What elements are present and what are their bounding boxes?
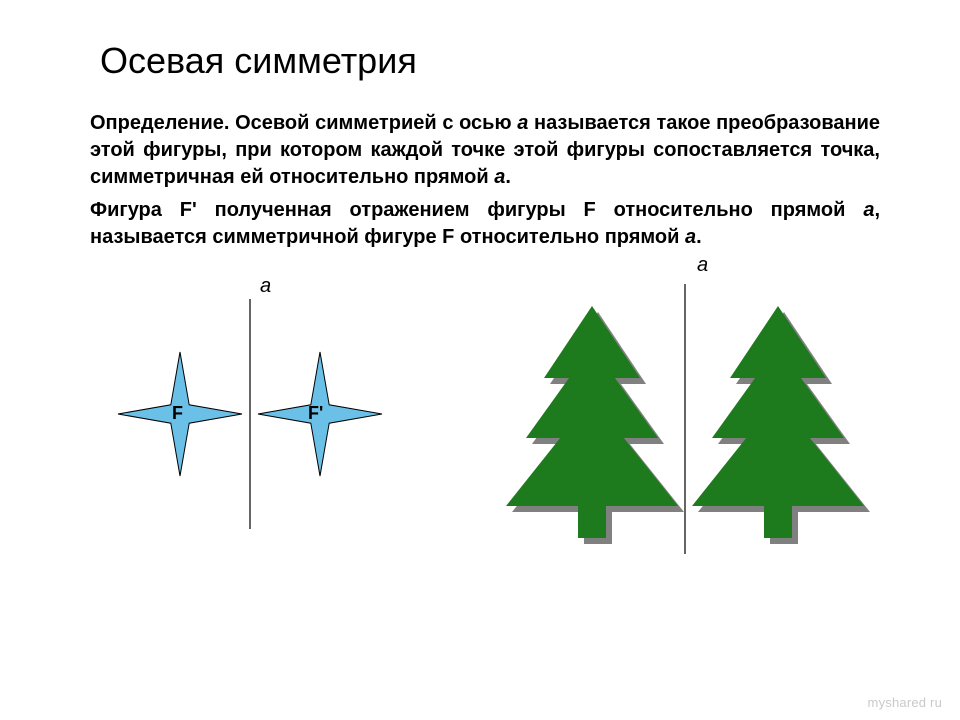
right-axis-label: a bbox=[697, 254, 708, 277]
tree-left-shape bbox=[506, 306, 684, 544]
definition-paragraph-2: Фигура F' полученная отражением фигуры F… bbox=[90, 197, 880, 251]
left-axis-label: a bbox=[260, 275, 271, 298]
figure-left: a F F' bbox=[90, 269, 410, 554]
figures-area: a F F' a bbox=[90, 269, 880, 629]
slide-page: Осевая симметрия Определение. Осевой сим… bbox=[0, 0, 960, 720]
label-F-prime: F' bbox=[308, 403, 323, 423]
figure-right: a bbox=[480, 254, 900, 579]
label-F: F bbox=[172, 403, 183, 423]
tree-right-shape bbox=[692, 306, 870, 544]
page-title: Осевая симметрия bbox=[90, 40, 880, 82]
watermark-text: myshared ru bbox=[868, 695, 942, 710]
right-figure-svg bbox=[480, 254, 900, 574]
definition-paragraph-1: Определение. Осевой симметрией с осью a … bbox=[90, 110, 880, 191]
left-figure-svg: F F' bbox=[90, 269, 410, 549]
